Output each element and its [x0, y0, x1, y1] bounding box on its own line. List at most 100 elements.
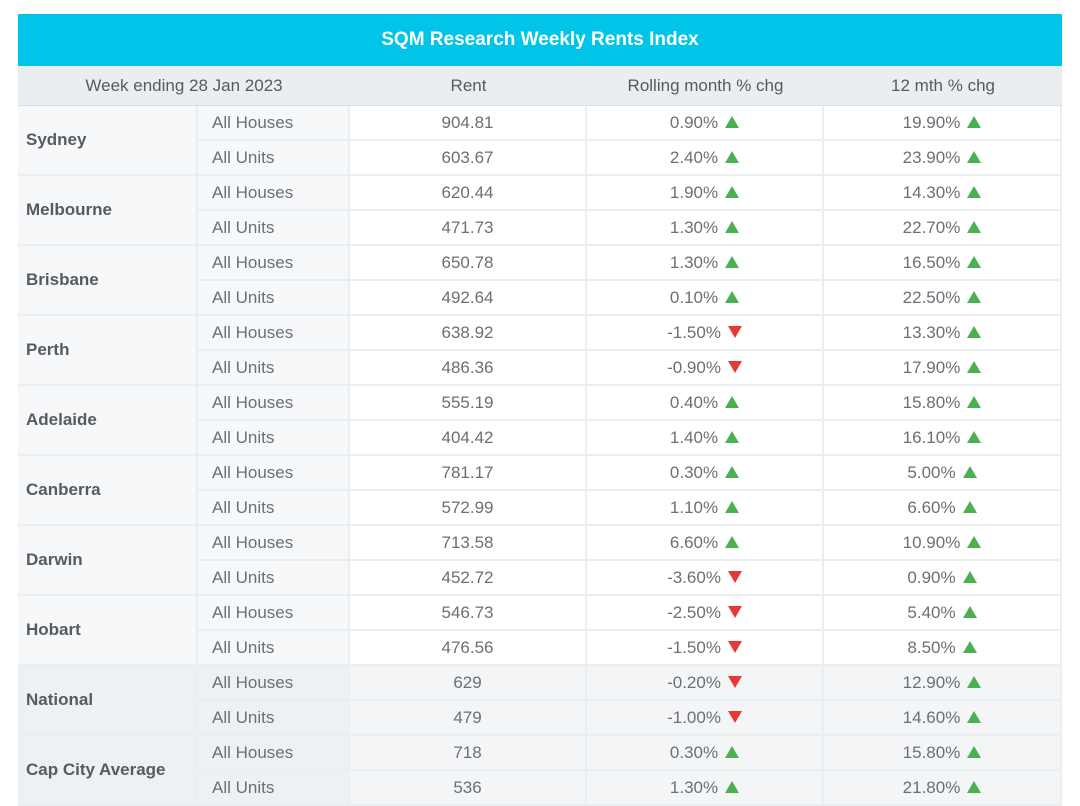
twelve-month-change: 14.60% [902, 707, 961, 727]
property-type: All Units [212, 357, 275, 377]
rent-value: 536 [453, 777, 482, 797]
header-row: Week ending 28 Jan 2023 Rent Rolling mon… [18, 66, 1063, 106]
twelve-month-change: 16.50% [902, 252, 961, 272]
table-row: Darwin All Houses 713.58 6.60% 10.90% [18, 526, 1063, 596]
property-type: All Houses [212, 252, 294, 272]
twelve-month-change: 23.90% [902, 147, 961, 167]
table-row: All Units 536 1.30% 21.80% [18, 771, 1063, 806]
property-type: All Houses [212, 672, 294, 692]
header-12-month: 12 mth % chg [824, 66, 1063, 106]
region-name: Canberra [18, 456, 198, 526]
region-name: National [18, 666, 198, 736]
twelve-month-change: 15.80% [902, 392, 961, 412]
rents-index-table-card: SQM Research Weekly Rents Index Week end… [18, 14, 1063, 806]
rent-value: 555.19 [441, 392, 494, 412]
up-arrow-icon [962, 570, 977, 583]
table-row: Canberra All Houses 781.17 0.30% 5.00% [18, 456, 1063, 526]
rolling-month-change: 1.10% [669, 497, 719, 517]
rolling-month-change: 2.40% [669, 147, 719, 167]
rent-value: 486.36 [441, 357, 494, 377]
rent-value: 629 [453, 672, 482, 692]
rent-value: 713.58 [441, 532, 494, 552]
rent-value: 572.99 [441, 497, 494, 517]
rolling-month-change: -1.50% [667, 322, 721, 342]
up-arrow-icon [967, 675, 982, 688]
up-arrow-icon [967, 535, 982, 548]
table-row: All Units 572.99 1.10% 6.60% [18, 491, 1063, 526]
up-arrow-icon [962, 640, 977, 653]
rolling-month-change: 1.40% [669, 427, 719, 447]
twelve-month-change: 13.30% [902, 322, 961, 342]
up-arrow-icon [725, 255, 740, 268]
table-row: All Units 603.67 2.40% 23.90% [18, 141, 1063, 176]
twelve-month-change: 5.40% [907, 602, 956, 622]
down-arrow-icon [727, 606, 742, 619]
table-row: Melbourne All Houses 620.44 1.90% 14.30% [18, 176, 1063, 246]
twelve-month-change: 17.90% [902, 357, 961, 377]
table-row: Sydney All Houses 904.81 0.90% 19.90% [18, 106, 1063, 176]
up-arrow-icon [725, 150, 740, 163]
rents-table: Week ending 28 Jan 2023 Rent Rolling mon… [18, 66, 1063, 806]
up-arrow-icon [725, 220, 740, 233]
down-arrow-icon [727, 361, 742, 374]
rent-value: 650.78 [441, 252, 494, 272]
twelve-month-change: 14.30% [902, 182, 961, 202]
table-row: All Units 404.42 1.40% 16.10% [18, 421, 1063, 456]
property-type: All Units [212, 567, 275, 587]
rolling-month-change: -0.90% [667, 357, 721, 377]
up-arrow-icon [962, 605, 977, 618]
property-type: All Units [212, 707, 275, 727]
rolling-month-change: 1.30% [669, 252, 719, 272]
twelve-month-change: 5.00% [907, 462, 956, 482]
rolling-month-change: 1.90% [669, 182, 719, 202]
rolling-month-change: 6.60% [669, 532, 719, 552]
up-arrow-icon [967, 115, 982, 128]
property-type: All Units [212, 427, 275, 447]
rolling-month-change: 0.40% [669, 392, 719, 412]
rent-value: 476.56 [441, 637, 494, 657]
up-arrow-icon [725, 430, 740, 443]
rent-value: 620.44 [441, 182, 494, 202]
rolling-month-change: -0.20% [667, 672, 721, 692]
rent-value: 492.64 [441, 287, 494, 307]
up-arrow-icon [725, 535, 740, 548]
property-type: All Units [212, 287, 275, 307]
table-row: National All Houses 629 -0.20% 12.90% [18, 666, 1063, 736]
rolling-month-change: -3.60% [667, 567, 721, 587]
rolling-month-change: -2.50% [667, 602, 721, 622]
up-arrow-icon [725, 395, 740, 408]
up-arrow-icon [725, 290, 740, 303]
table-row: All Units 479 -1.00% 14.60% [18, 701, 1063, 736]
twelve-month-change: 8.50% [907, 637, 956, 657]
up-arrow-icon [967, 325, 982, 338]
property-type: All Units [212, 637, 275, 657]
property-type: All Units [212, 497, 275, 517]
up-arrow-icon [725, 500, 740, 513]
table-row: All Units 476.56 -1.50% 8.50% [18, 631, 1063, 666]
table-row: All Units 486.36 -0.90% 17.90% [18, 351, 1063, 386]
up-arrow-icon [967, 360, 982, 373]
header-rolling-month: Rolling month % chg [587, 66, 825, 106]
rent-value: 404.42 [441, 427, 494, 447]
rent-value: 452.72 [441, 567, 494, 587]
rolling-month-change: 1.30% [669, 217, 719, 237]
property-type: All Houses [212, 602, 294, 622]
up-arrow-icon [725, 780, 740, 793]
rent-value: 603.67 [441, 147, 494, 167]
rent-value: 904.81 [441, 112, 494, 132]
rent-value: 718 [453, 742, 482, 762]
twelve-month-change: 15.80% [902, 742, 961, 762]
up-arrow-icon [967, 255, 982, 268]
table-row: Brisbane All Houses 650.78 1.30% 16.50% [18, 246, 1063, 316]
property-type: All Houses [212, 532, 294, 552]
twelve-month-change: 12.90% [902, 672, 961, 692]
up-arrow-icon [967, 395, 982, 408]
rolling-month-change: 0.30% [669, 462, 719, 482]
table-title: SQM Research Weekly Rents Index [18, 14, 1062, 66]
up-arrow-icon [967, 710, 982, 723]
up-arrow-icon [725, 185, 740, 198]
property-type: All Houses [212, 742, 294, 762]
table-row: Cap City Average All Houses 718 0.30% 15.80% [18, 736, 1063, 806]
up-arrow-icon [962, 465, 977, 478]
table-row: All Units 471.73 1.30% 22.70% [18, 211, 1063, 246]
